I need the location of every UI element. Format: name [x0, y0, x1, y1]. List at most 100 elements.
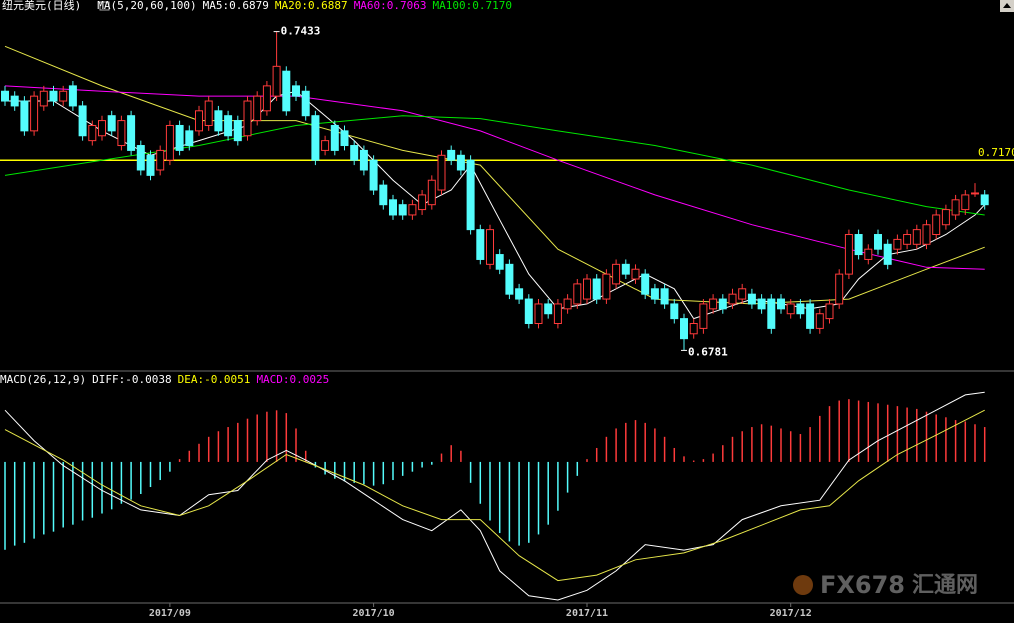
candle-body — [806, 303, 815, 329]
candle-body — [282, 70, 291, 112]
candle-body — [350, 145, 359, 161]
scroll-arrow — [1003, 3, 1011, 8]
annotation-label: 0.7433 — [281, 25, 321, 38]
panel-title: MACD(26,12,9) — [0, 373, 86, 386]
candle-body — [670, 303, 679, 320]
readout: MACD:0.0025 — [256, 373, 329, 386]
indicator-line — [4, 85, 985, 270]
watermark-logo — [793, 575, 813, 595]
candle-body — [398, 204, 407, 216]
candle-body — [418, 194, 427, 211]
candle-body — [224, 115, 233, 137]
candle-body — [243, 100, 252, 137]
candle-body — [815, 313, 824, 329]
candle-body — [185, 130, 194, 147]
candle-body — [854, 234, 863, 256]
candle-body — [165, 124, 174, 161]
candle-body — [39, 90, 48, 107]
candle-body — [844, 234, 853, 275]
candle-body — [718, 298, 727, 310]
candle-body — [195, 110, 203, 132]
candle-body — [971, 192, 979, 195]
panel-header: 纽元美元(日线) MA(5,20,60,100) MA5:0.6879 MA20:0.… — [2, 0, 512, 12]
readout: DEA:-0.0051 — [178, 373, 251, 386]
candle-body — [127, 115, 136, 151]
candle-body — [495, 254, 504, 270]
candle-body — [88, 124, 97, 142]
candle-body — [175, 124, 184, 151]
candle-body — [30, 95, 39, 132]
x-tick-label: 2017/12 — [770, 608, 812, 619]
candle-body — [573, 283, 582, 305]
candle-body — [10, 95, 19, 107]
candle-body — [476, 229, 485, 260]
candle-body — [922, 224, 931, 245]
candle-body — [321, 140, 330, 151]
candle-body — [408, 204, 417, 216]
candle-body — [359, 149, 368, 171]
candle-body — [330, 124, 339, 151]
candle-body — [728, 293, 737, 305]
panel-title: 纽元美元(日线) — [2, 0, 81, 12]
candle-body — [1, 90, 9, 102]
candle-body — [486, 229, 494, 265]
candle-body — [505, 263, 514, 295]
candle-body — [311, 115, 320, 161]
annotation-label: 0.6781 — [688, 345, 728, 358]
candle-body — [553, 303, 562, 325]
candle-body — [932, 214, 941, 236]
candle-body — [534, 303, 543, 325]
candle-body — [747, 293, 756, 305]
candle-body — [699, 303, 708, 329]
candle-body — [78, 105, 87, 137]
x-tick-label: 2017/09 — [149, 608, 191, 619]
candle-body — [951, 199, 960, 216]
candle-body — [204, 100, 213, 126]
candle-body — [767, 298, 776, 329]
candle-body — [253, 95, 262, 122]
candle-body — [796, 303, 805, 315]
candle-body — [903, 234, 912, 245]
candle-body — [777, 298, 785, 310]
indicator-line — [4, 45, 985, 305]
candle-body — [20, 100, 29, 132]
candle-body — [107, 115, 116, 132]
candle-body — [864, 248, 873, 260]
reference-label: 0.7170 — [978, 146, 1014, 159]
candle-body — [912, 229, 921, 245]
indicator-line — [4, 391, 985, 601]
candle-body — [612, 263, 621, 285]
candle-body — [447, 149, 456, 161]
candle-body — [563, 298, 572, 310]
watermark-name: 汇通网 — [912, 573, 978, 598]
candle-body — [156, 149, 165, 171]
candle-body — [874, 234, 882, 250]
readout: MA60:0.7063 — [354, 0, 427, 12]
candle-body — [602, 273, 611, 300]
candle-body — [136, 145, 145, 171]
readout: DIFF:-0.0038 — [92, 373, 171, 386]
candle-body — [893, 238, 902, 250]
candle-body — [592, 278, 601, 300]
candle-body — [466, 159, 475, 231]
readout: MA5:0.6879 — [203, 0, 269, 12]
candle-body — [689, 323, 698, 335]
candle-body — [233, 120, 242, 142]
candle-body — [680, 318, 688, 340]
candle-body — [941, 209, 950, 226]
candle-body — [835, 273, 844, 305]
panel-header: MACD(26,12,9) DIFF:-0.0038 DEA:-0.0051 MACD… — [0, 373, 329, 386]
candle-body — [68, 85, 77, 107]
candle-body — [961, 194, 970, 211]
indicator-icon — [99, 1, 110, 11]
readout: MA100:0.7170 — [433, 0, 512, 12]
candle-body — [583, 278, 591, 300]
candle-body — [660, 288, 669, 305]
indicator-label: MA(5,20,60,100) — [97, 0, 196, 12]
candle-body — [544, 303, 553, 315]
candle-body — [980, 194, 989, 206]
candle-body — [301, 90, 310, 117]
candle-body — [292, 85, 300, 97]
candle-body — [524, 298, 533, 325]
